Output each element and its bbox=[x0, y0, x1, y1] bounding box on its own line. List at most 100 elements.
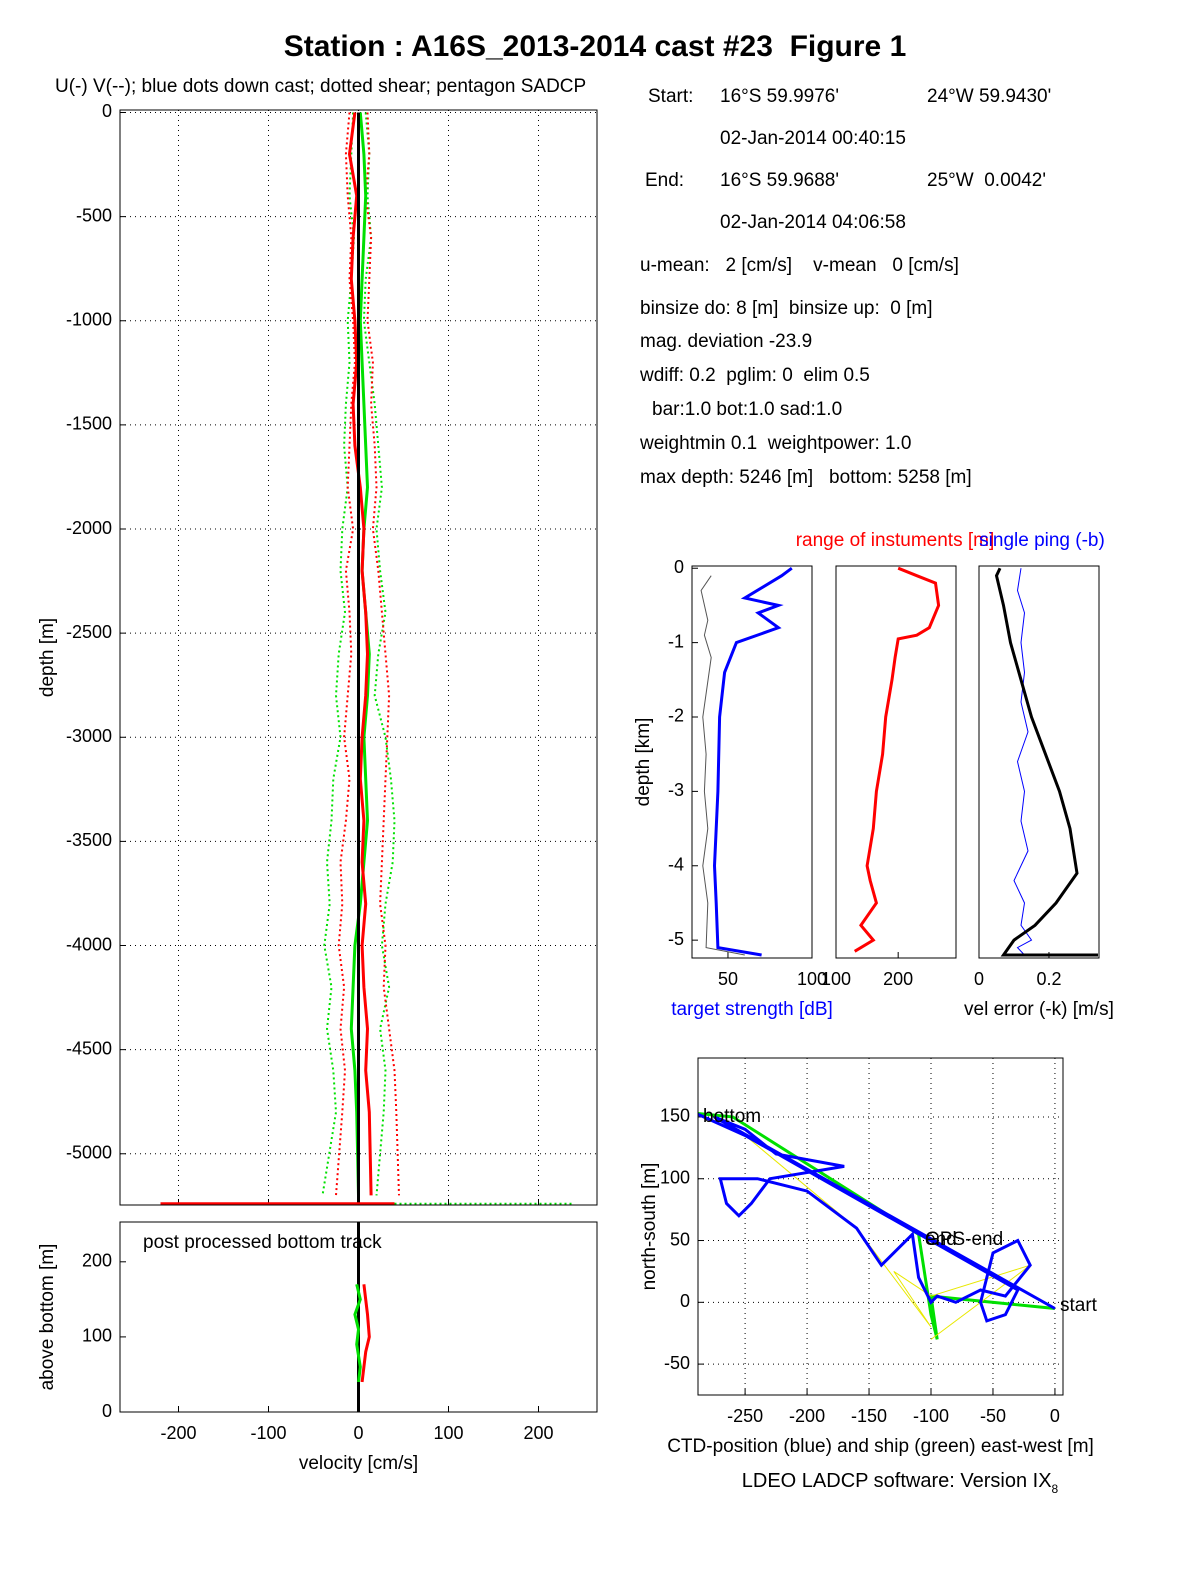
chart-title: post processed bottom track bbox=[143, 1232, 382, 1253]
footer-subscript: 8 bbox=[1052, 1482, 1059, 1496]
x-tick-label: 0 bbox=[353, 1423, 363, 1443]
y-tick-label: 200 bbox=[82, 1251, 112, 1271]
series-line bbox=[347, 112, 373, 1196]
annotation: GPS-end bbox=[925, 1229, 1003, 1250]
series-line bbox=[364, 112, 400, 1196]
info-text: binsize do: 8 [m] binsize up: 0 [m] bbox=[640, 298, 933, 319]
y-tick-label: 0 bbox=[674, 557, 684, 577]
x-axis-label: target strength [dB] bbox=[671, 999, 833, 1020]
series-line bbox=[853, 566, 941, 953]
info-text: mag. deviation -23.9 bbox=[640, 331, 812, 352]
x-tick-label: -100 bbox=[913, 1406, 949, 1426]
y-tick-label: -2500 bbox=[66, 622, 112, 642]
y-tick-label: -2 bbox=[668, 706, 684, 726]
info-text: 02-Jan-2014 04:06:58 bbox=[720, 212, 906, 233]
y-tick-label: -3500 bbox=[66, 830, 112, 850]
info-text: Start: bbox=[648, 86, 693, 107]
series-line bbox=[712, 566, 793, 957]
series-line bbox=[994, 567, 1098, 957]
series-line bbox=[321, 112, 356, 1196]
y-tick-label: -5000 bbox=[66, 1143, 112, 1163]
annotation: start bbox=[1060, 1295, 1098, 1316]
info-text: u-mean: 2 [cm/s] v-mean 0 [cm/s] bbox=[640, 255, 959, 276]
y-tick-label: 150 bbox=[660, 1106, 690, 1126]
y-tick-label: -4000 bbox=[66, 934, 112, 954]
annotation: bottom bbox=[703, 1106, 761, 1127]
x-tick-label: -100 bbox=[250, 1423, 286, 1443]
x-tick-label: -150 bbox=[851, 1406, 887, 1426]
series-line bbox=[1013, 568, 1033, 956]
x-tick-label: 200 bbox=[523, 1423, 553, 1443]
plot-area bbox=[853, 566, 941, 953]
figure-title: Station : A16S_2013-2014 cast #23 Figure… bbox=[284, 30, 907, 63]
x-tick-label: 0 bbox=[1050, 1406, 1060, 1426]
y-tick-label: -2000 bbox=[66, 518, 112, 538]
y-tick-label: -4500 bbox=[66, 1038, 112, 1058]
info-text: 16°S 59.9976' bbox=[720, 86, 839, 107]
y-tick-label: -500 bbox=[76, 205, 112, 225]
axes-frame bbox=[835, 565, 957, 959]
info-text: 24°W 59.9430' bbox=[927, 86, 1051, 107]
info-text: max depth: 5246 [m] bottom: 5258 [m] bbox=[640, 467, 972, 488]
plot-area bbox=[160, 112, 575, 1205]
chart-title: range of instuments [m] bbox=[796, 530, 995, 551]
series-line bbox=[700, 575, 745, 956]
y-tick-label: -1000 bbox=[66, 310, 112, 330]
x-tick-label: 100 bbox=[433, 1423, 463, 1443]
y-tick-label: 0 bbox=[102, 101, 112, 121]
x-tick-label: 50 bbox=[718, 969, 738, 989]
x-tick-label: -250 bbox=[727, 1406, 763, 1426]
chart-title: U(-) V(--); blue dots down cast; dotted … bbox=[55, 76, 586, 97]
y-axis-label: depth [km] bbox=[633, 718, 654, 807]
x-tick-label: 0 bbox=[974, 969, 984, 989]
y-tick-label: 100 bbox=[82, 1326, 112, 1346]
axes-frame bbox=[978, 565, 1100, 959]
y-tick-label: -50 bbox=[664, 1353, 690, 1373]
x-tick-label: -200 bbox=[789, 1406, 825, 1426]
y-tick-label: -3 bbox=[668, 780, 684, 800]
y-tick-label: -5 bbox=[668, 929, 684, 949]
axes-frame bbox=[697, 1057, 1064, 1396]
x-axis-label: velocity [cm/s] bbox=[299, 1453, 418, 1474]
x-tick-label: -200 bbox=[160, 1423, 196, 1443]
y-tick-label: 0 bbox=[680, 1291, 690, 1311]
series-line bbox=[698, 1111, 1056, 1340]
info-text: wdiff: 0.2 pglim: 0 elim 0.5 bbox=[639, 365, 870, 386]
info-text: 16°S 59.9688' bbox=[720, 170, 839, 191]
y-axis-label: above bottom [m] bbox=[37, 1244, 58, 1391]
plot-area bbox=[353, 1222, 371, 1412]
plot-area bbox=[698, 1111, 1056, 1340]
footer: LDEO LADCP software: Version IX8 bbox=[742, 1470, 1059, 1496]
plot-area bbox=[994, 567, 1098, 957]
x-tick-label: 100 bbox=[797, 969, 827, 989]
x-tick-label: 0.2 bbox=[1036, 969, 1061, 989]
series-line bbox=[698, 1112, 1056, 1323]
y-tick-label: -1500 bbox=[66, 414, 112, 434]
info-text: End: bbox=[645, 170, 684, 191]
x-tick-label: 100 bbox=[821, 969, 851, 989]
y-tick-label: -4 bbox=[668, 855, 684, 875]
y-tick-label: 0 bbox=[102, 1401, 112, 1421]
info-text: 25°W 0.0042' bbox=[927, 170, 1046, 191]
series-line bbox=[360, 1284, 371, 1383]
series-line bbox=[353, 1283, 362, 1383]
axes-frame bbox=[119, 1221, 598, 1413]
y-tick-label: -3000 bbox=[66, 726, 112, 746]
y-tick-label: -1 bbox=[668, 631, 684, 651]
info-text: bar:1.0 bot:1.0 sad:1.0 bbox=[652, 399, 842, 420]
y-axis-label: north-south [m] bbox=[639, 1163, 660, 1291]
annotation: end bbox=[925, 1229, 957, 1250]
y-axis-label: depth [m] bbox=[37, 618, 58, 697]
x-tick-label: 200 bbox=[883, 969, 913, 989]
series-line bbox=[335, 112, 356, 1196]
axes-frame bbox=[119, 109, 598, 1206]
x-axis-label: vel error (-k) [m/s] bbox=[964, 999, 1114, 1020]
y-tick-label: 100 bbox=[660, 1167, 690, 1187]
chart-title: single ping (-b) bbox=[979, 530, 1105, 551]
x-tick-label: -50 bbox=[980, 1406, 1006, 1426]
footer-text: LDEO LADCP software: Version IX bbox=[742, 1470, 1052, 1492]
x-axis-label: CTD-position (blue) and ship (green) eas… bbox=[667, 1436, 1094, 1457]
info-text: weightmin 0.1 weightpower: 1.0 bbox=[639, 433, 911, 454]
plot-area bbox=[700, 566, 793, 957]
